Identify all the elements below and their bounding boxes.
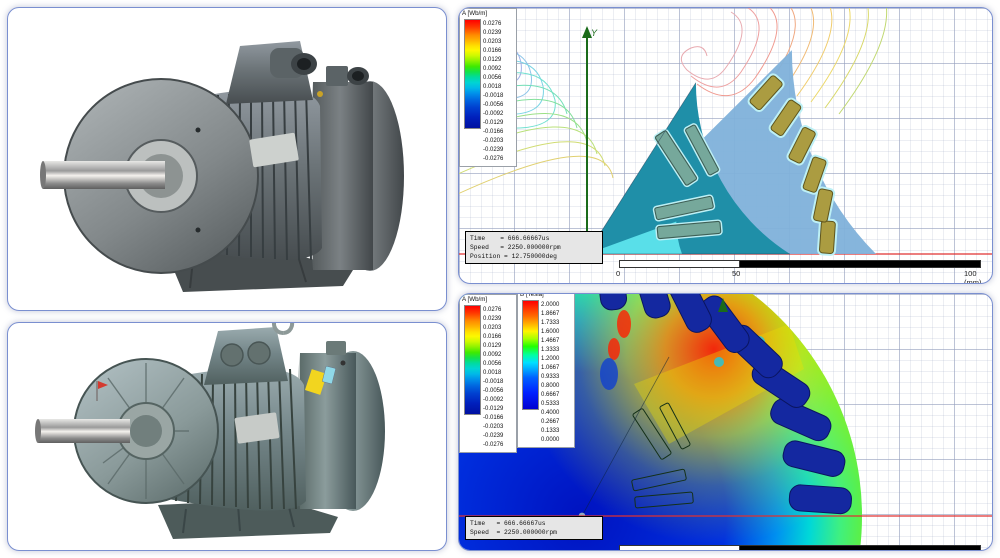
svg-text:Y: Y <box>591 28 598 38</box>
